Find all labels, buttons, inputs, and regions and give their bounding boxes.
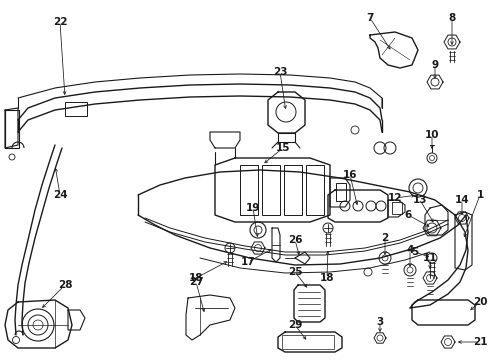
Text: 8: 8: [447, 13, 455, 23]
Text: 6: 6: [404, 210, 411, 220]
Text: 12: 12: [387, 193, 402, 203]
Text: 2: 2: [381, 233, 388, 243]
Bar: [240, 165, 258, 215]
Text: 29: 29: [287, 320, 302, 330]
Text: 18: 18: [319, 273, 334, 283]
Text: 20: 20: [472, 297, 486, 307]
Text: 14: 14: [454, 195, 468, 205]
Bar: [335, 183, 346, 201]
Text: 28: 28: [58, 280, 72, 290]
Bar: [282, 335, 333, 349]
Text: 18: 18: [188, 273, 203, 283]
Text: 25: 25: [287, 267, 302, 277]
Bar: [391, 202, 401, 214]
Text: 26: 26: [287, 235, 302, 245]
Text: 24: 24: [53, 190, 67, 200]
Text: 11: 11: [422, 253, 436, 263]
Text: 21: 21: [472, 337, 486, 347]
Text: 22: 22: [53, 17, 67, 27]
Text: 3: 3: [376, 317, 383, 327]
Text: 10: 10: [424, 130, 438, 140]
Text: 5: 5: [410, 247, 418, 257]
Bar: [65, 102, 87, 116]
Text: 23: 23: [272, 67, 286, 77]
Text: 16: 16: [342, 170, 357, 180]
Text: 19: 19: [245, 203, 260, 213]
Text: 4: 4: [406, 245, 413, 255]
Bar: [305, 165, 324, 215]
Text: 13: 13: [412, 195, 427, 205]
Text: 7: 7: [366, 13, 373, 23]
Bar: [5, 110, 19, 148]
Text: 9: 9: [430, 60, 438, 70]
Text: 17: 17: [240, 257, 255, 267]
Bar: [284, 165, 302, 215]
Text: 27: 27: [188, 277, 203, 287]
Bar: [262, 165, 280, 215]
Text: 15: 15: [275, 143, 290, 153]
Text: 1: 1: [475, 190, 483, 200]
